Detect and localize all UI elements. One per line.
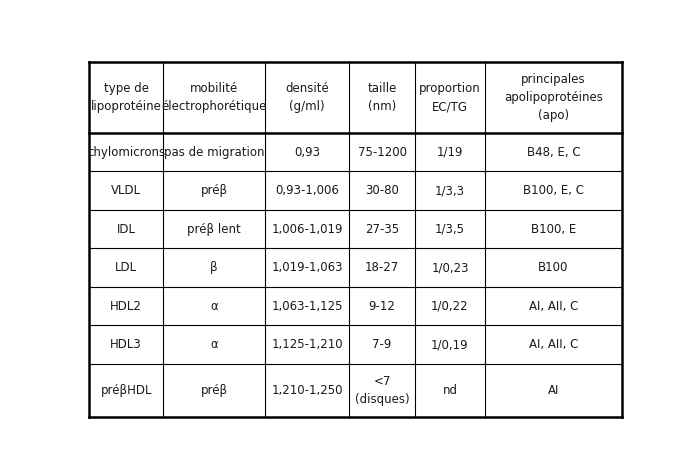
Text: type de
lipoprotéine: type de lipoprotéine xyxy=(91,82,162,113)
Text: 1,210-1,250: 1,210-1,250 xyxy=(271,384,343,397)
Text: préβ lent: préβ lent xyxy=(187,223,241,236)
Text: 7-9: 7-9 xyxy=(373,338,391,351)
Text: α: α xyxy=(210,338,218,351)
Text: B100, E: B100, E xyxy=(531,223,576,236)
Text: pas de migration: pas de migration xyxy=(164,146,264,159)
Text: proportion
EC/TG: proportion EC/TG xyxy=(419,82,481,113)
Text: α: α xyxy=(210,300,218,313)
Text: préβ: préβ xyxy=(201,384,228,397)
Text: AI, AII, C: AI, AII, C xyxy=(529,300,578,313)
Text: 0,93: 0,93 xyxy=(294,146,320,159)
Text: B100: B100 xyxy=(539,261,568,274)
Text: préβ: préβ xyxy=(201,184,228,197)
Text: 1,125-1,210: 1,125-1,210 xyxy=(271,338,343,351)
Text: 30-80: 30-80 xyxy=(365,184,399,197)
Text: 18-27: 18-27 xyxy=(365,261,399,274)
Text: 9-12: 9-12 xyxy=(369,300,396,313)
Text: 1/3,5: 1/3,5 xyxy=(435,223,465,236)
Text: chylomicrons: chylomicrons xyxy=(87,146,165,159)
Text: <7
(disques): <7 (disques) xyxy=(355,375,409,406)
Text: taille
(nm): taille (nm) xyxy=(367,82,397,113)
Text: 0,93-1,006: 0,93-1,006 xyxy=(276,184,339,197)
Text: 75-1200: 75-1200 xyxy=(357,146,407,159)
Text: 1/0,19: 1/0,19 xyxy=(431,338,468,351)
Text: nd: nd xyxy=(442,384,457,397)
Text: AI, AII, C: AI, AII, C xyxy=(529,338,578,351)
Text: 1/0,22: 1/0,22 xyxy=(431,300,468,313)
Text: β: β xyxy=(210,261,218,274)
Text: IDL: IDL xyxy=(117,223,136,236)
Text: 27-35: 27-35 xyxy=(365,223,399,236)
Text: LDL: LDL xyxy=(115,261,137,274)
Text: B48, E, C: B48, E, C xyxy=(527,146,580,159)
Text: mobilité
électrophorétique: mobilité électrophorétique xyxy=(161,82,266,113)
Text: 1,019-1,063: 1,019-1,063 xyxy=(271,261,343,274)
Text: 1/19: 1/19 xyxy=(437,146,463,159)
Text: 1,063-1,125: 1,063-1,125 xyxy=(271,300,343,313)
Text: 1/0,23: 1/0,23 xyxy=(431,261,468,274)
Text: HDL3: HDL3 xyxy=(110,338,142,351)
Text: 1/3,3: 1/3,3 xyxy=(435,184,465,197)
Text: AI: AI xyxy=(548,384,559,397)
Text: principales
apolipoprotéines
(apo): principales apolipoprotéines (apo) xyxy=(504,73,603,122)
Text: HDL2: HDL2 xyxy=(110,300,142,313)
Text: B100, E, C: B100, E, C xyxy=(523,184,584,197)
Text: préβHDL: préβHDL xyxy=(101,384,152,397)
Text: 1,006-1,019: 1,006-1,019 xyxy=(271,223,343,236)
Text: densité
(g/ml): densité (g/ml) xyxy=(285,82,329,113)
Text: VLDL: VLDL xyxy=(111,184,142,197)
